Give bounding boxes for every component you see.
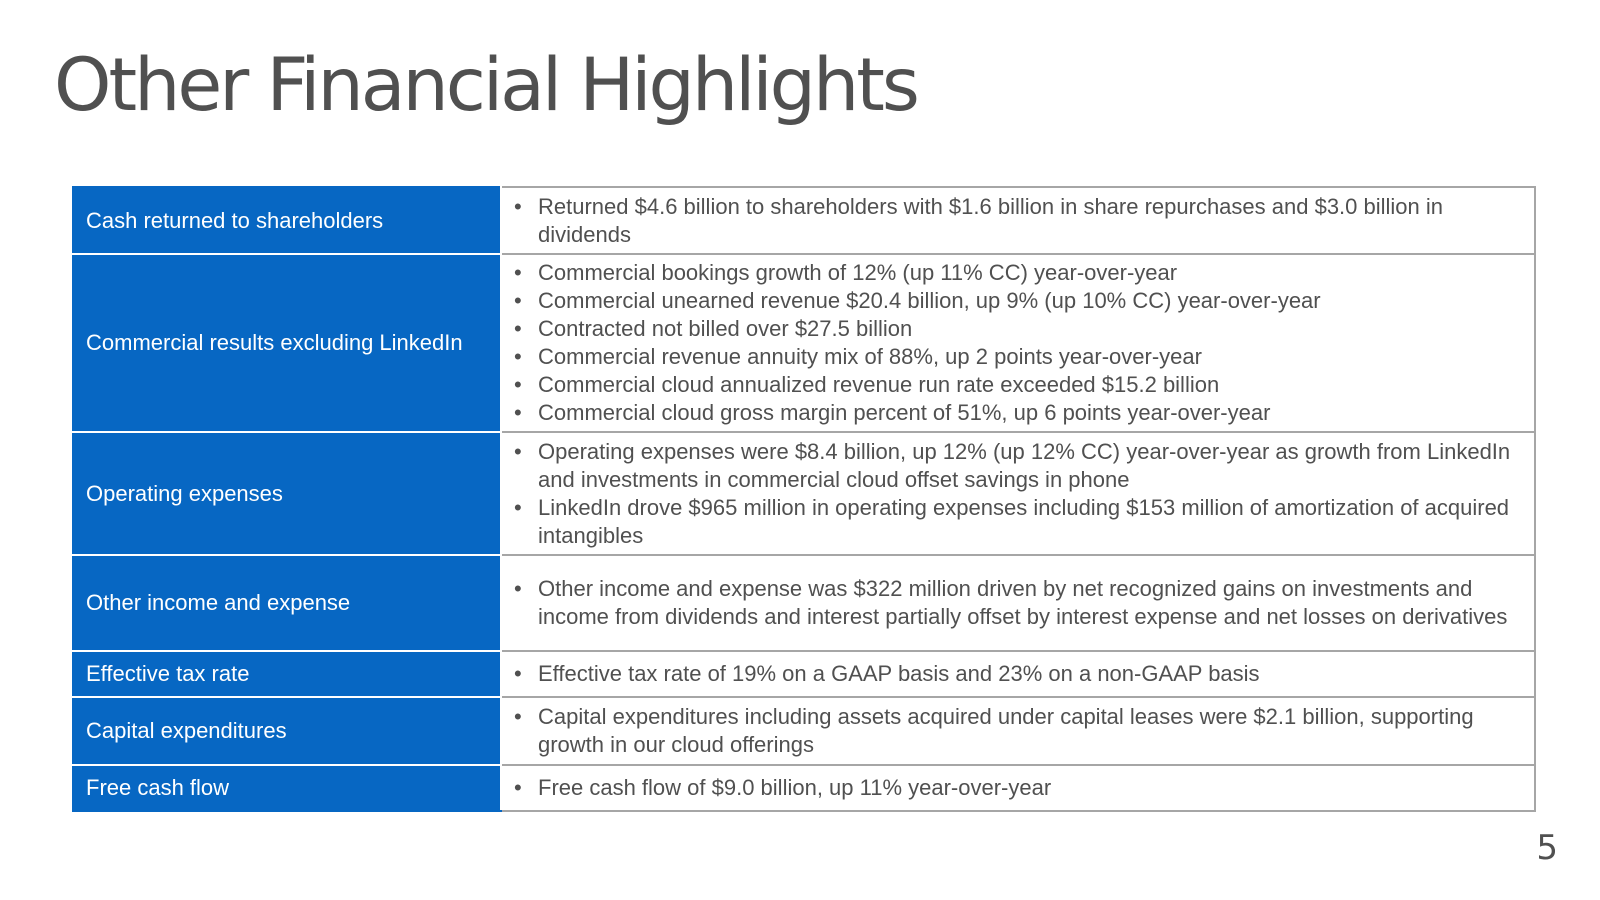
list-item: Commercial unearned revenue $20.4 billio… — [514, 287, 1522, 315]
row-details: Capital expenditures including assets ac… — [500, 696, 1536, 766]
table-row: Effective tax rate Effective tax rate of… — [72, 650, 1536, 698]
row-details: Other income and expense was $322 millio… — [500, 554, 1536, 652]
row-category: Capital expenditures — [72, 696, 502, 766]
page-number: 5 — [1536, 828, 1558, 868]
list-item: Commercial bookings growth of 12% (up 11… — [514, 259, 1522, 287]
list-item: Commercial cloud annualized revenue run … — [514, 371, 1522, 399]
list-item: Operating expenses were $8.4 billion, up… — [514, 438, 1522, 494]
bullet-list: Other income and expense was $322 millio… — [514, 575, 1522, 631]
table-row: Free cash flow Free cash flow of $9.0 bi… — [72, 764, 1536, 812]
row-category: Operating expenses — [72, 431, 502, 556]
list-item: Other income and expense was $322 millio… — [514, 575, 1522, 631]
bullet-list: Capital expenditures including assets ac… — [514, 703, 1522, 759]
row-details: Effective tax rate of 19% on a GAAP basi… — [500, 650, 1536, 698]
list-item: Commercial revenue annuity mix of 88%, u… — [514, 343, 1522, 371]
table-row: Cash returned to shareholders Returned $… — [72, 186, 1536, 255]
list-item: Contracted not billed over $27.5 billion — [514, 315, 1522, 343]
list-item: Capital expenditures including assets ac… — [514, 703, 1522, 759]
row-category: Commercial results excluding LinkedIn — [72, 253, 502, 433]
page-title: Other Financial Highlights — [54, 43, 920, 128]
row-details: Operating expenses were $8.4 billion, up… — [500, 431, 1536, 556]
list-item: LinkedIn drove $965 million in operating… — [514, 494, 1522, 550]
row-details: Free cash flow of $9.0 billion, up 11% y… — [500, 764, 1536, 812]
list-item: Free cash flow of $9.0 billion, up 11% y… — [514, 774, 1522, 802]
bullet-list: Effective tax rate of 19% on a GAAP basi… — [514, 660, 1522, 688]
row-category: Free cash flow — [72, 764, 502, 812]
row-details: Returned $4.6 billion to shareholders wi… — [500, 186, 1536, 255]
list-item: Effective tax rate of 19% on a GAAP basi… — [514, 660, 1522, 688]
bullet-list: Free cash flow of $9.0 billion, up 11% y… — [514, 774, 1522, 802]
table-row: Other income and expense Other income an… — [72, 554, 1536, 652]
row-category: Other income and expense — [72, 554, 502, 652]
row-details: Commercial bookings growth of 12% (up 11… — [500, 253, 1536, 433]
bullet-list: Returned $4.6 billion to shareholders wi… — [514, 193, 1522, 249]
row-category: Cash returned to shareholders — [72, 186, 502, 255]
highlights-table: Cash returned to shareholders Returned $… — [72, 186, 1536, 812]
table-row: Operating expenses Operating expenses we… — [72, 431, 1536, 556]
table-row: Commercial results excluding LinkedIn Co… — [72, 253, 1536, 433]
row-category: Effective tax rate — [72, 650, 502, 698]
table-row: Capital expenditures Capital expenditure… — [72, 696, 1536, 766]
list-item: Commercial cloud gross margin percent of… — [514, 399, 1522, 427]
list-item: Returned $4.6 billion to shareholders wi… — [514, 193, 1522, 249]
bullet-list: Commercial bookings growth of 12% (up 11… — [514, 259, 1522, 427]
bullet-list: Operating expenses were $8.4 billion, up… — [514, 438, 1522, 550]
